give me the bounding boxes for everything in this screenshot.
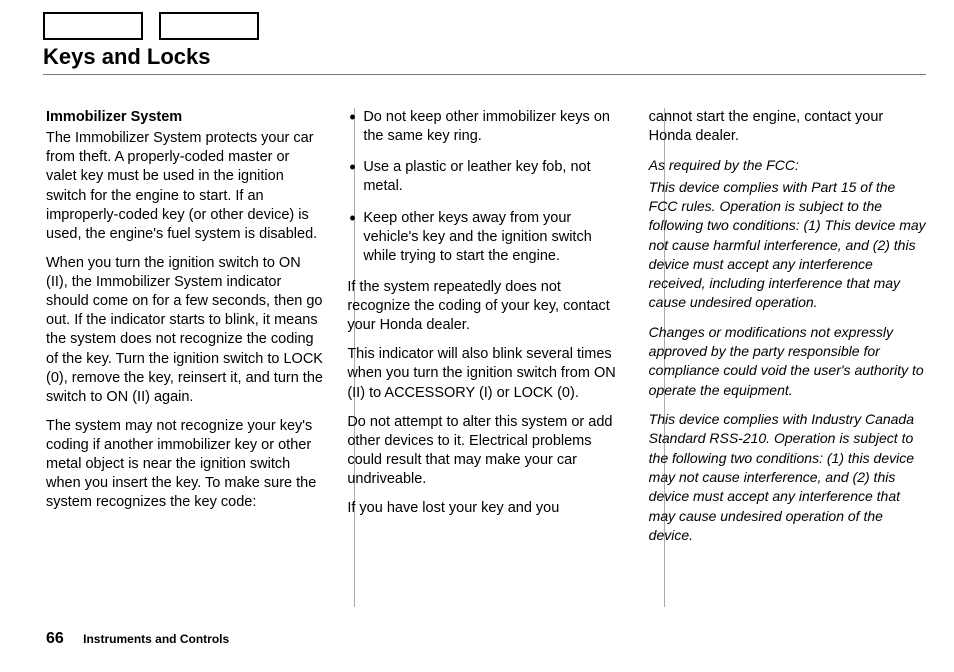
subheading-immobilizer: Immobilizer System xyxy=(46,108,323,127)
placeholder-box-2 xyxy=(159,12,259,40)
col2-p1: If the system repeatedly does not recogn… xyxy=(347,278,624,335)
col2-p2: This indicator will also blink several t… xyxy=(347,345,624,402)
column-2: Do not keep other immobilizer keys on th… xyxy=(347,108,624,602)
footer: 66 Instruments and Controls xyxy=(46,630,229,648)
top-placeholder-boxes xyxy=(43,12,259,40)
bullet-list: Do not keep other immobilizer keys on th… xyxy=(347,108,624,266)
bullet-1: Do not keep other immobilizer keys on th… xyxy=(347,108,624,146)
col1-p1: The Immobilizer System protects your car… xyxy=(46,129,323,244)
col3-p1: cannot start the engine, contact your Ho… xyxy=(649,108,926,146)
fcc-para-1: This device complies with Part 15 of the… xyxy=(649,178,926,313)
footer-text: Instruments and Controls xyxy=(83,632,229,646)
placeholder-box-1 xyxy=(43,12,143,40)
fcc-lead: As required by the FCC: xyxy=(649,156,926,175)
col1-p3: The system may not recognize your key's … xyxy=(46,417,323,513)
col2-p4: If you have lost your key and you xyxy=(347,499,624,518)
col2-p3: Do not attempt to alter this system or a… xyxy=(347,413,624,490)
page-title: Keys and Locks xyxy=(43,44,211,70)
fcc-para-3: This device complies with Industry Canad… xyxy=(649,410,926,545)
fcc-para-2: Changes or modifications not expressly a… xyxy=(649,323,926,400)
page-number: 66 xyxy=(46,630,64,647)
bullet-2: Use a plastic or leather key fob, not me… xyxy=(347,158,624,196)
col1-p2: When you turn the ignition switch to ON … xyxy=(46,254,323,407)
bullet-3: Keep other keys away from your vehicle's… xyxy=(347,209,624,266)
title-rule xyxy=(43,74,926,75)
column-3: cannot start the engine, contact your Ho… xyxy=(649,108,926,602)
column-1: Immobilizer System The Immobilizer Syste… xyxy=(46,108,323,602)
content-columns: Immobilizer System The Immobilizer Syste… xyxy=(46,108,926,602)
